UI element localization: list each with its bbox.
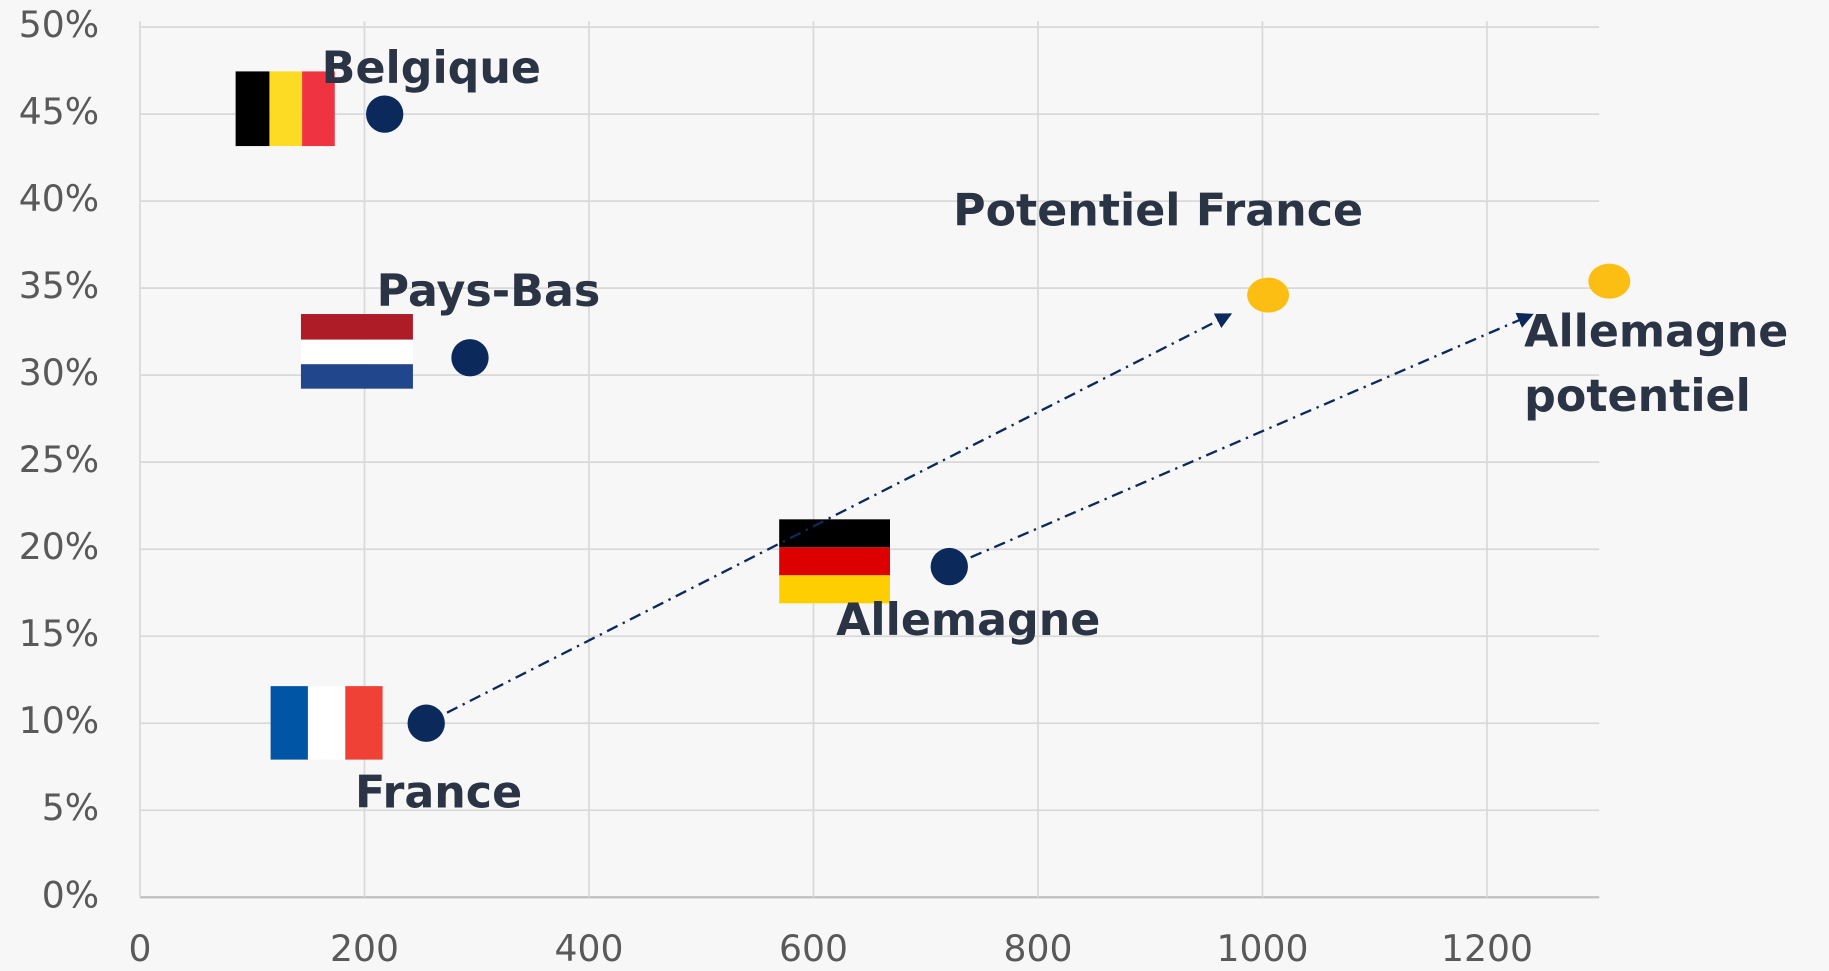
point <box>1247 277 1290 313</box>
point-label-text: Belgique <box>321 41 541 94</box>
point-label-text: France <box>355 766 523 818</box>
y-tick-label: 10% <box>19 699 99 742</box>
arrow <box>970 312 1534 559</box>
y-tick-label: 25% <box>19 438 99 481</box>
point-label: France <box>355 766 523 818</box>
x-tick-label: 400 <box>554 927 623 970</box>
point-label: Allemagne potentiel <box>1524 305 1789 422</box>
y-tick-label: 15% <box>19 612 99 655</box>
point <box>451 339 489 377</box>
point-label-text: Allemagne <box>836 593 1101 645</box>
x-tick-label: 800 <box>1003 927 1072 970</box>
y-tick-label: 45% <box>19 90 99 133</box>
y-tick-label: 20% <box>19 525 99 568</box>
point <box>1588 263 1631 299</box>
point-label-text: Pays-Bas <box>376 265 601 317</box>
point-label: Potentiel France <box>953 184 1364 236</box>
point-label-text: Allemagne potentiel <box>1524 305 1789 422</box>
marks: Belgique Pays-Bas Allemagne France Potentiel… <box>321 41 1789 818</box>
y-tick-label: 0% <box>42 873 99 916</box>
flag-belgium <box>235 71 335 147</box>
y-tick-label: 5% <box>42 786 99 829</box>
point-label: Pays-Bas <box>376 265 601 317</box>
x-tick-label: 1000 <box>1216 927 1308 970</box>
point-label-text: Potentiel France <box>953 184 1364 236</box>
x-tick-label: 0 <box>128 927 151 970</box>
x-tick-label: 1200 <box>1441 927 1533 970</box>
point-label: Belgique <box>321 41 541 94</box>
y-tick-label: 40% <box>19 177 99 220</box>
flag-netherlands <box>300 314 413 389</box>
point <box>407 704 445 742</box>
arrow <box>446 313 1233 714</box>
flag-france <box>270 686 383 760</box>
x-tick-label: 600 <box>779 927 848 970</box>
y-tick-label: 35% <box>19 264 99 307</box>
point <box>930 547 968 586</box>
point-label: Allemagne <box>836 593 1101 645</box>
y-tick-label: 30% <box>19 351 99 394</box>
y-tick-label: 50% <box>19 3 99 46</box>
x-tick-label: 200 <box>330 927 399 970</box>
point <box>366 95 404 133</box>
